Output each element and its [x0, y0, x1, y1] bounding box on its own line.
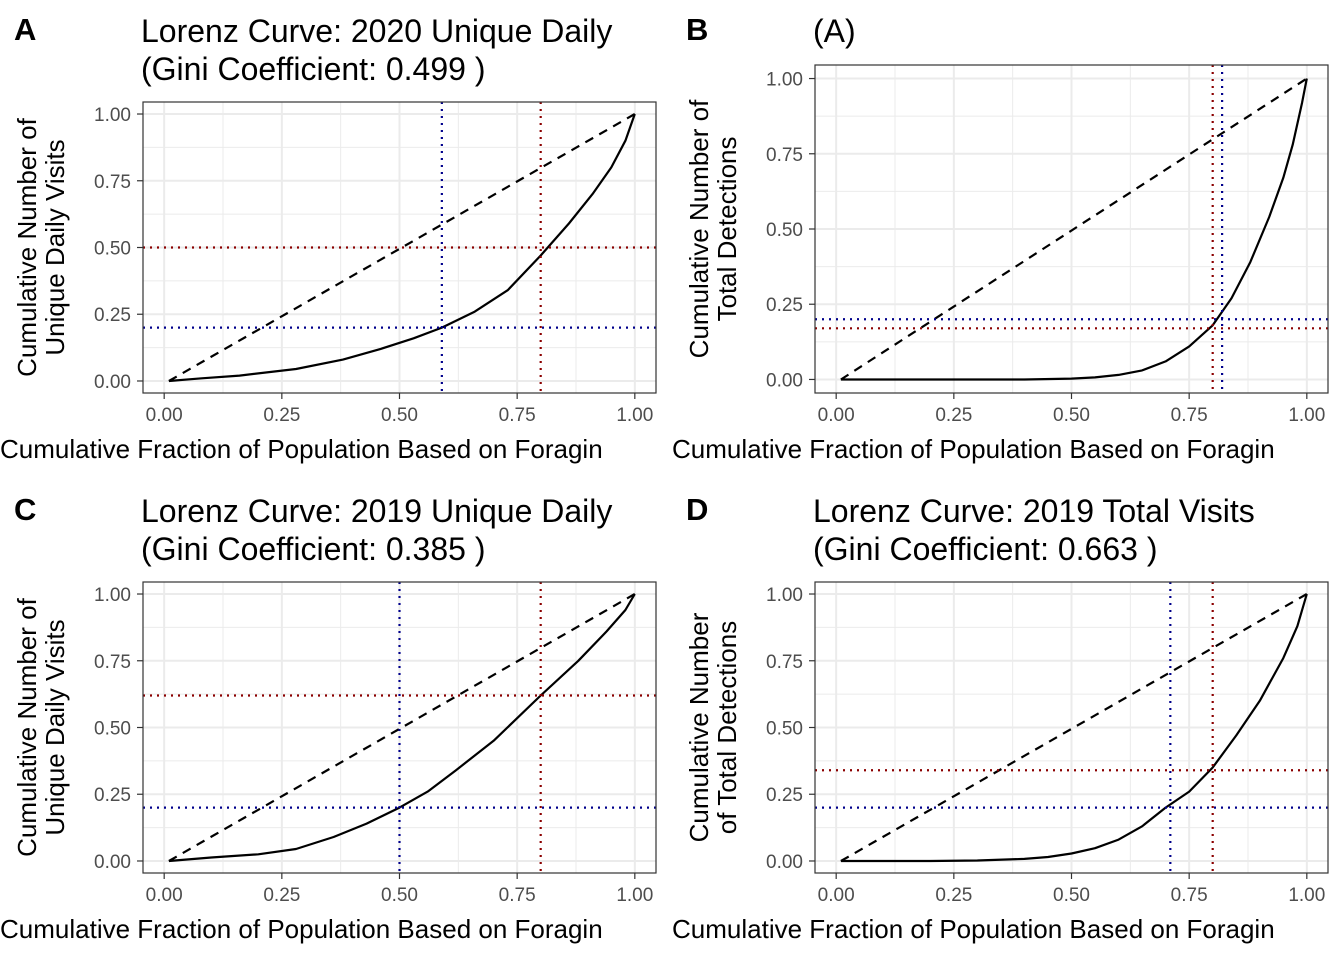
y-tick-label: 1.00: [94, 585, 131, 606]
y-tick-label: 0.25: [766, 295, 803, 316]
lorenz-curve: [168, 593, 636, 863]
x-tick-label: 1.00: [616, 885, 653, 906]
y-tick-label: 0.75: [94, 172, 131, 193]
x-tick-label: 0.50: [381, 885, 418, 906]
y-tick-label: 1.00: [766, 70, 803, 91]
x-tick-label: 0.25: [263, 405, 300, 426]
lorenz-curve: [840, 593, 1308, 863]
y-tick-label: 0.50: [94, 239, 131, 260]
panel-tag: D: [686, 492, 708, 527]
panel-b: 0.00 0.25 0.50 0.75 1.00 0.00 0.25 0.50 0.75 1.00…: [672, 12, 1329, 464]
x-tick-label: 0.25: [935, 405, 972, 426]
x-tick-label: 0.75: [1171, 885, 1208, 906]
chart-title-line: Lorenz Curve: 2019 Unique Daily: [141, 493, 612, 529]
chart-title-line: Lorenz Curve: 2019 Total Visits: [813, 493, 1255, 529]
x-tick-label: 0.50: [1053, 405, 1090, 426]
panel-tag: B: [686, 12, 708, 47]
x-tick-label: 1.00: [1288, 885, 1325, 906]
chart-title-line: (Gini Coefficient: 0.385 ): [141, 531, 485, 567]
x-tick-label: 0.75: [499, 885, 536, 906]
y-tick-label: 0.00: [94, 372, 131, 393]
x-tick-label: 0.75: [499, 405, 536, 426]
x-axis-title: Cumulative Fraction of Population Based …: [672, 914, 1275, 944]
lorenz-curve: [168, 113, 636, 383]
x-axis-title: Cumulative Fraction of Population Based …: [0, 914, 603, 944]
x-tick-label: 0.50: [381, 405, 418, 426]
x-tick-label: 0.50: [1053, 885, 1090, 906]
x-tick-label: 0.25: [263, 885, 300, 906]
y-tick-label: 0.75: [94, 652, 131, 673]
chart-title-line: (A): [813, 13, 856, 49]
y-tick-label: 0.25: [94, 305, 131, 326]
equality-line: [840, 77, 1308, 381]
panel-c: 0.00 0.25 0.50 0.75 1.00 0.00 0.25 0.50 0.75 1.00…: [0, 492, 657, 944]
y-tick-label: 1.00: [94, 105, 131, 126]
y-tick-label: 0.75: [766, 145, 803, 166]
y-axis-title-line: of Total Detections: [712, 621, 742, 834]
x-axis-title: Cumulative Fraction of Population Based …: [0, 434, 603, 464]
y-tick-label: 0.00: [766, 852, 803, 873]
panel-d: 0.00 0.25 0.50 0.75 1.00 0.00 0.25 0.50 0.75 1.00…: [672, 492, 1329, 944]
y-tick-label: 0.50: [766, 220, 803, 241]
x-tick-label: 1.00: [616, 405, 653, 426]
y-tick-label: 0.00: [94, 852, 131, 873]
chart-title-line: Lorenz Curve: 2020 Unique Daily: [141, 13, 612, 49]
x-tick-label: 0.00: [818, 885, 855, 906]
y-tick-label: 1.00: [766, 585, 803, 606]
y-tick-label: 0.00: [766, 370, 803, 391]
y-axis-title-line: Cumulative Number of: [684, 99, 714, 358]
y-tick-label: 0.25: [766, 785, 803, 806]
panel-tag: A: [14, 12, 36, 47]
x-tick-label: 0.00: [146, 405, 183, 426]
y-tick-label: 0.75: [766, 652, 803, 673]
x-tick-label: 0.75: [1171, 405, 1208, 426]
chart-title-line: (Gini Coefficient: 0.663 ): [813, 531, 1157, 567]
panel-a: 0.00 0.25 0.50 0.75 1.00 0.00 0.25 0.50 0.75 1.00…: [0, 12, 657, 464]
x-tick-label: 0.00: [146, 885, 183, 906]
y-axis-title-line: Total Detections: [712, 137, 742, 322]
y-axis-title-line: Cumulative Number of: [12, 597, 42, 856]
x-axis-title: Cumulative Fraction of Population Based …: [672, 434, 1275, 464]
x-tick-label: 0.00: [818, 405, 855, 426]
y-axis-title-line: Unique Daily Visits: [40, 139, 70, 355]
y-axis-title-line: Cumulative Number of: [12, 117, 42, 376]
y-tick-label: 0.50: [766, 719, 803, 740]
y-axis-title-line: Cumulative Number: [684, 612, 714, 842]
y-axis-title-line: Unique Daily Visits: [40, 619, 70, 835]
chart-title-line: (Gini Coefficient: 0.499 ): [141, 51, 485, 87]
x-tick-label: 1.00: [1288, 405, 1325, 426]
lorenz-curve: [840, 78, 1308, 381]
y-tick-label: 0.25: [94, 785, 131, 806]
panel-tag: C: [14, 492, 36, 527]
x-tick-label: 0.25: [935, 885, 972, 906]
y-tick-label: 0.50: [94, 719, 131, 740]
